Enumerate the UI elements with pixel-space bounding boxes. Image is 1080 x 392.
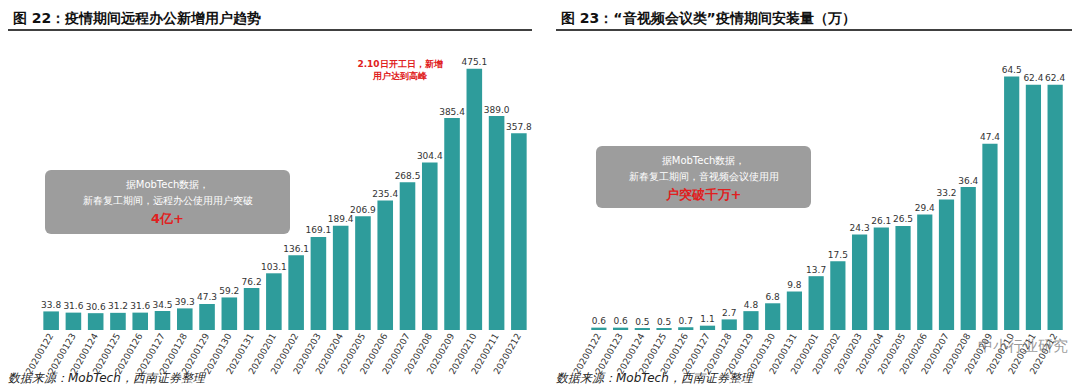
svg-text:268.5: 268.5 bbox=[395, 171, 421, 181]
svg-text:用户达到高峰: 用户达到高峰 bbox=[372, 71, 428, 81]
svg-text:17.5: 17.5 bbox=[828, 250, 848, 260]
svg-text:26.1: 26.1 bbox=[871, 216, 891, 226]
svg-text:图 22：疫情期间远程办公新增用户趋势: 图 22：疫情期间远程办公新增用户趋势 bbox=[13, 10, 261, 26]
svg-text:26.5: 26.5 bbox=[893, 214, 913, 224]
svg-text:20200122: 20200122 bbox=[571, 331, 604, 377]
svg-text:20200127: 20200127 bbox=[135, 331, 167, 377]
svg-text:20200211: 20200211 bbox=[469, 331, 501, 377]
svg-text:59.2: 59.2 bbox=[219, 286, 239, 296]
svg-text:20200130: 20200130 bbox=[202, 331, 234, 377]
svg-text:20200206: 20200206 bbox=[358, 331, 390, 377]
svg-text:20200128: 20200128 bbox=[157, 331, 190, 377]
svg-text:76.2: 76.2 bbox=[242, 277, 262, 287]
svg-text:20200125: 20200125 bbox=[90, 331, 123, 377]
svg-text:20200123: 20200123 bbox=[593, 331, 625, 377]
svg-text:39.3: 39.3 bbox=[175, 297, 195, 307]
svg-text:20200123: 20200123 bbox=[46, 331, 78, 377]
svg-text:据MobTech数据，: 据MobTech数据， bbox=[126, 179, 210, 190]
svg-text:20200130: 20200130 bbox=[745, 331, 777, 377]
svg-text:新春复工期间，音视频会议使用用: 新春复工期间，音视频会议使用用 bbox=[629, 171, 779, 182]
svg-text:20200201: 20200201 bbox=[788, 331, 821, 377]
svg-text:20200209: 20200209 bbox=[424, 331, 457, 377]
svg-text:20200205: 20200205 bbox=[335, 331, 368, 377]
svg-text:385.4: 385.4 bbox=[439, 107, 465, 117]
svg-text:20200128: 20200128 bbox=[702, 331, 734, 377]
svg-text:20200124: 20200124 bbox=[615, 331, 647, 377]
svg-text:304.4: 304.4 bbox=[417, 151, 443, 161]
svg-text:13.7: 13.7 bbox=[806, 265, 826, 275]
svg-text:20200201: 20200201 bbox=[246, 331, 279, 377]
svg-text:62.4: 62.4 bbox=[1045, 73, 1065, 83]
svg-text:30.6: 30.6 bbox=[86, 302, 106, 312]
svg-text:4亿+: 4亿+ bbox=[151, 211, 184, 226]
svg-text:20200207: 20200207 bbox=[380, 331, 412, 377]
svg-text:20200202: 20200202 bbox=[810, 331, 843, 377]
svg-text:20200131: 20200131 bbox=[224, 331, 256, 377]
svg-text:0.5: 0.5 bbox=[657, 317, 671, 327]
svg-text:20200127: 20200127 bbox=[680, 331, 712, 377]
svg-text:2.10日开工日，新增: 2.10日开工日，新增 bbox=[357, 59, 442, 69]
svg-text:103.1: 103.1 bbox=[261, 262, 287, 272]
svg-text:36.4: 36.4 bbox=[958, 176, 978, 186]
svg-text:20200208: 20200208 bbox=[941, 331, 973, 377]
svg-text:20200212: 20200212 bbox=[492, 331, 524, 376]
svg-text:1.1: 1.1 bbox=[700, 314, 714, 324]
svg-text:20200129: 20200129 bbox=[723, 331, 756, 377]
svg-text:中小行业研究: 中小行业研究 bbox=[978, 337, 1068, 355]
svg-text:64.5: 64.5 bbox=[1002, 65, 1022, 75]
svg-text:31.6: 31.6 bbox=[130, 301, 150, 311]
svg-text:189.4: 189.4 bbox=[328, 214, 354, 224]
svg-text:9.8: 9.8 bbox=[787, 280, 802, 290]
svg-text:20200125: 20200125 bbox=[636, 331, 669, 377]
svg-text:6.8: 6.8 bbox=[766, 292, 781, 302]
svg-text:31.2: 31.2 bbox=[108, 301, 128, 311]
svg-text:20200207: 20200207 bbox=[919, 331, 951, 377]
svg-text:数据来源：MobTech，西南证券整理: 数据来源：MobTech，西南证券整理 bbox=[8, 371, 207, 385]
svg-text:20200126: 20200126 bbox=[113, 331, 145, 377]
svg-text:33.8: 33.8 bbox=[41, 300, 61, 310]
svg-text:20200206: 20200206 bbox=[897, 331, 930, 377]
svg-text:数据来源：MobTech，西南证券整理: 数据来源：MobTech，西南证券整理 bbox=[556, 371, 755, 385]
svg-text:47.4: 47.4 bbox=[980, 132, 1000, 142]
svg-text:20200122: 20200122 bbox=[23, 331, 56, 377]
svg-text:图 23：“音视频会议类”疫情期间安装量（万）: 图 23：“音视频会议类”疫情期间安装量（万） bbox=[561, 10, 856, 26]
svg-text:2.7: 2.7 bbox=[722, 308, 736, 318]
svg-text:户突破千万+: 户突破千万+ bbox=[665, 187, 742, 202]
svg-text:据MobTech数据，: 据MobTech数据， bbox=[662, 155, 746, 166]
svg-text:0.7: 0.7 bbox=[679, 316, 693, 326]
svg-text:0.6: 0.6 bbox=[592, 316, 607, 326]
svg-text:62.4: 62.4 bbox=[1023, 73, 1043, 83]
svg-text:20200131: 20200131 bbox=[767, 331, 799, 377]
svg-text:20200208: 20200208 bbox=[402, 331, 435, 377]
svg-text:0.6: 0.6 bbox=[613, 316, 628, 326]
svg-text:357.8: 357.8 bbox=[506, 122, 532, 132]
svg-text:136.1: 136.1 bbox=[283, 244, 309, 254]
svg-text:20200124: 20200124 bbox=[68, 331, 100, 377]
svg-text:20200203: 20200203 bbox=[291, 331, 323, 377]
svg-text:20200204: 20200204 bbox=[854, 331, 886, 377]
svg-text:29.4: 29.4 bbox=[915, 203, 935, 213]
svg-text:20200202: 20200202 bbox=[268, 331, 301, 377]
svg-text:20200204: 20200204 bbox=[313, 331, 345, 377]
svg-text:475.1: 475.1 bbox=[461, 57, 487, 67]
svg-text:20200129: 20200129 bbox=[179, 331, 212, 377]
svg-text:235.4: 235.4 bbox=[372, 189, 398, 199]
svg-text:新春复工期间，远程办公使用用户突破: 新春复工期间，远程办公使用用户突破 bbox=[83, 195, 253, 206]
svg-text:47.3: 47.3 bbox=[197, 292, 217, 302]
svg-text:20200126: 20200126 bbox=[658, 331, 691, 377]
svg-text:389.0: 389.0 bbox=[484, 105, 510, 115]
svg-text:24.3: 24.3 bbox=[850, 223, 870, 233]
svg-text:31.6: 31.6 bbox=[63, 301, 83, 311]
svg-text:20200205: 20200205 bbox=[875, 331, 908, 377]
svg-text:20200203: 20200203 bbox=[832, 331, 864, 377]
svg-text:169.1: 169.1 bbox=[306, 225, 332, 235]
svg-text:4.8: 4.8 bbox=[744, 300, 759, 310]
svg-text:33.2: 33.2 bbox=[936, 188, 956, 198]
svg-text:20200210: 20200210 bbox=[447, 331, 479, 377]
svg-text:0.5: 0.5 bbox=[635, 317, 649, 327]
svg-text:34.5: 34.5 bbox=[152, 300, 172, 310]
svg-text:206.9: 206.9 bbox=[350, 205, 376, 215]
